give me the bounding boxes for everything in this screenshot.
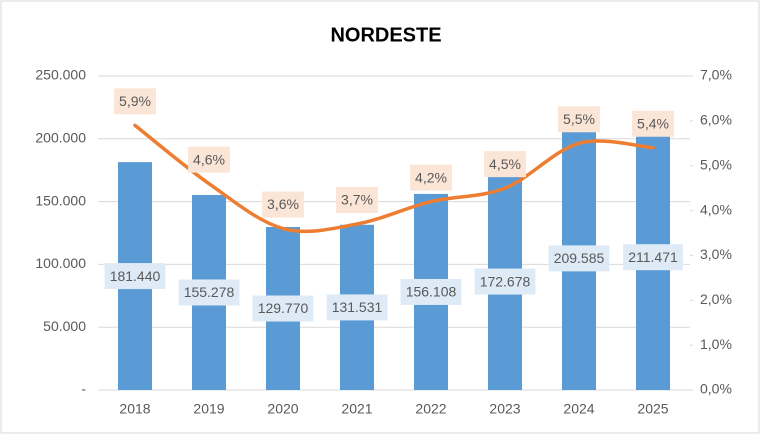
line-value-label-bg	[484, 151, 526, 178]
line	[133, 123, 655, 234]
line-value-label-bg	[558, 106, 600, 133]
x-tick-label: 2023	[489, 401, 520, 417]
x-tick-label: 2025	[637, 401, 668, 417]
bar-value-label: 181.440	[110, 268, 161, 284]
bar-value-label: 172.678	[480, 273, 531, 289]
line-value-label: 5,9%	[119, 93, 151, 109]
y2-tick-label: 5,0%	[700, 156, 732, 172]
line-value-label: 4,6%	[193, 151, 225, 167]
y2-tick-label: 3,0%	[700, 246, 732, 262]
line-value-label: 4,2%	[415, 169, 447, 185]
bar-value-label: 129.770	[258, 300, 309, 316]
y2-tick-label: 1,0%	[700, 336, 732, 352]
bar-value-label-bg	[326, 294, 388, 321]
x-tick-label: 2022	[415, 401, 446, 417]
line-value-label-bg	[262, 191, 304, 218]
line-value-label-bg	[632, 110, 674, 137]
bar-value-label-bg	[474, 268, 536, 295]
y2-tick-label: 6,0%	[700, 112, 732, 128]
y-tick-label: 200.000	[35, 130, 86, 146]
y-tick-label: 250.000	[35, 67, 86, 83]
bar-value-label-bg	[548, 245, 610, 272]
y2-tick-label: 7,0%	[700, 67, 732, 83]
y2-tick-label: 0,0%	[700, 381, 732, 397]
x-tick-label: 2024	[563, 401, 594, 417]
y2-tick-label: 2,0%	[700, 291, 732, 307]
bar-value-label: 155.278	[184, 284, 235, 300]
x-tick-label: 2021	[341, 401, 372, 417]
bar-value-label: 131.531	[332, 299, 383, 315]
x-tick-label: 2018	[119, 401, 150, 417]
bar-value-label-bg	[623, 244, 683, 271]
line-value-label: 3,6%	[267, 196, 299, 212]
bar-value-label-bg	[252, 295, 314, 322]
bar-value-label: 209.585	[554, 250, 605, 266]
y-tick-label: 50.000	[43, 318, 86, 334]
y2-tick-label: 4,0%	[700, 201, 732, 217]
y-tick-label: 100.000	[35, 255, 86, 271]
line-value-label: 5,5%	[563, 111, 595, 127]
bar-value-label: 211.471	[628, 249, 678, 265]
line-value-label: 4,5%	[489, 156, 521, 172]
bar-value-label-bg	[104, 263, 166, 290]
line-value-label-bg	[336, 187, 378, 214]
bar-value-label: 156.108	[406, 284, 457, 300]
line-value-label-bg	[188, 146, 230, 173]
line-value-label-bg	[410, 164, 452, 191]
bar-value-label-bg	[178, 279, 240, 306]
y-tick-label: 150.000	[35, 192, 86, 208]
line-value-label: 5,4%	[637, 115, 669, 131]
x-tick-label: 2019	[193, 401, 224, 417]
line-value-label-bg	[114, 88, 156, 115]
line-value-label: 3,7%	[341, 192, 373, 208]
bar-value-label-bg	[400, 278, 462, 305]
y-tick-label: -	[81, 381, 86, 397]
chart-title: NORDESTE	[330, 24, 441, 46]
x-tick-label: 2020	[267, 401, 298, 417]
